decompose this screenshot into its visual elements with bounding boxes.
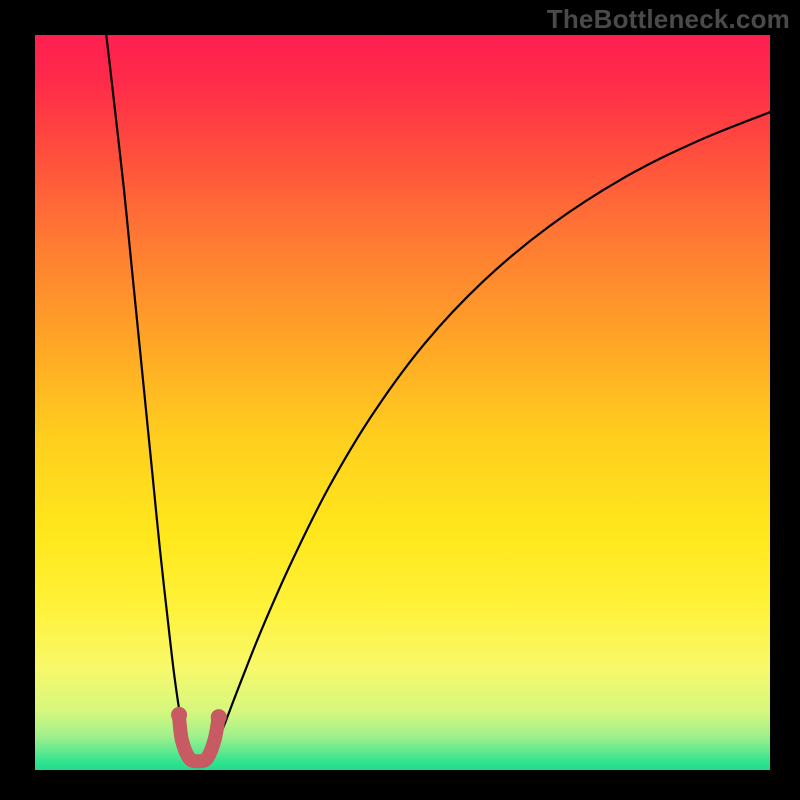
chart-canvas: TheBottleneck.com [0,0,800,800]
watermark-text: TheBottleneck.com [547,4,790,35]
plot-gradient-background [35,35,770,770]
plot-frame [35,35,770,770]
